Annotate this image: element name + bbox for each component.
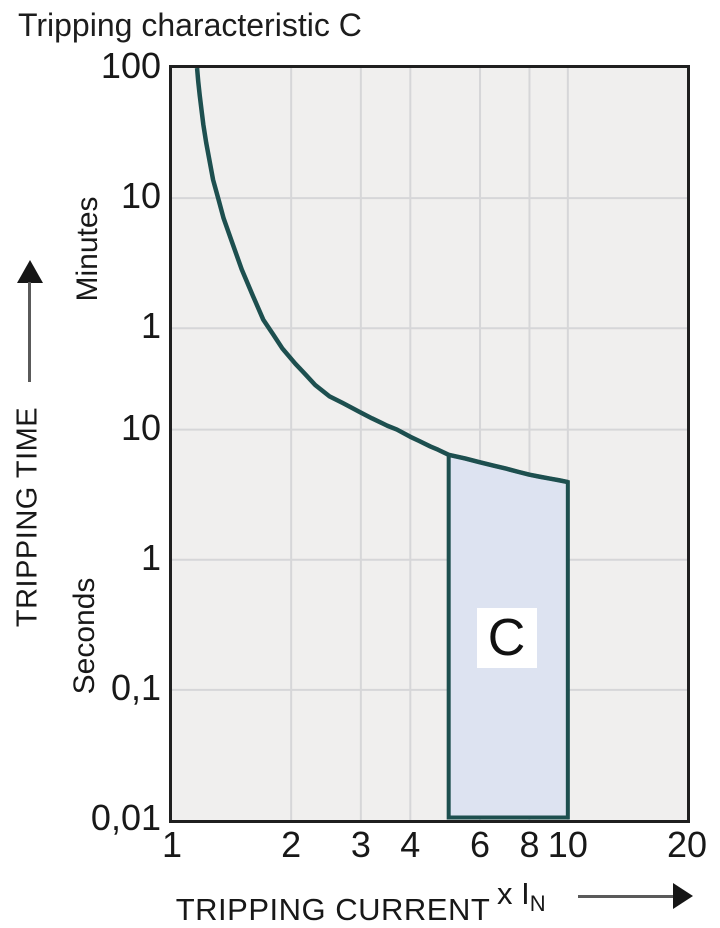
x-tick-label: 2: [281, 824, 302, 865]
x-tick-label: 3: [350, 824, 371, 865]
x-tick-label: 1: [161, 824, 183, 865]
x-tick-label: 8: [519, 824, 540, 865]
y-tick-label: 10: [120, 406, 161, 448]
x-axis-multiplier: x IN: [497, 876, 546, 915]
x-tick-label: 6: [470, 824, 491, 865]
region-c-label-box: C: [476, 608, 537, 669]
tripping-curve: [194, 68, 569, 485]
region-c-label: C: [487, 609, 526, 668]
x-axis-multiplier-subscript: N: [529, 891, 546, 917]
y-unit-minutes: Minutes: [71, 196, 104, 302]
plot-svg: [172, 68, 687, 820]
x-tick-label: 20: [666, 824, 708, 865]
right-arrow-icon: [673, 883, 693, 909]
y-unit-seconds: Seconds: [68, 577, 101, 695]
y-tick-label: 100: [100, 45, 161, 86]
x-axis-multiplier-text: x I: [497, 876, 530, 911]
y-tick-label: 0,01: [90, 797, 161, 838]
y-axis-title: TRIPPING TIME: [11, 406, 44, 628]
up-arrow-icon: [17, 260, 43, 283]
up-arrow-shaft: [28, 282, 31, 382]
x-tick-label: 4: [400, 824, 421, 865]
y-tick-label: 10: [120, 175, 161, 217]
y-tick-label: 0,1: [110, 666, 161, 708]
y-tick-label: 1: [140, 536, 161, 578]
x-axis-title: TRIPPING CURRENT: [175, 892, 491, 927]
x-tick-label: 10: [547, 824, 588, 865]
y-tick-label: 1: [140, 305, 161, 347]
chart-title: Tripping characteristic C: [18, 7, 362, 43]
plot-area: C: [169, 65, 690, 823]
right-arrow-shaft: [578, 895, 674, 898]
